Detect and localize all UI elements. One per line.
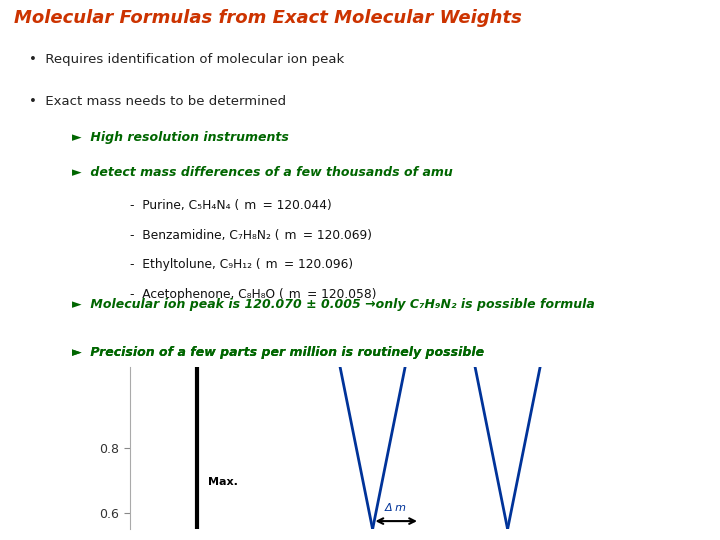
Text: -  Benzamidine, C₇H₈N₂ (  m  = 120.069): - Benzamidine, C₇H₈N₂ ( m = 120.069): [130, 229, 372, 242]
Text: -  Ethyltolune, C₉H₁₂ (  m  = 120.096): - Ethyltolune, C₉H₁₂ ( m = 120.096): [130, 258, 353, 272]
Text: ►  Precision of a few parts per million is routinely possible: ► Precision of a few parts per million i…: [72, 347, 484, 360]
Text: ►  Molecular ion peak is 120.070 ± 0.005 →only C₇H₉N₂ is possible formula: ► Molecular ion peak is 120.070 ± 0.005 …: [72, 298, 595, 311]
Text: •  Requires identification of molecular ion peak: • Requires identification of molecular i…: [29, 53, 344, 66]
Text: Δ m: Δ m: [384, 503, 407, 514]
Text: ►  High resolution instruments: ► High resolution instruments: [72, 131, 289, 144]
Text: •  Exact mass needs to be determined: • Exact mass needs to be determined: [29, 95, 286, 108]
Text: ►  Precision of a few parts per million is routinely possible: ► Precision of a few parts per million i…: [72, 347, 484, 360]
Text: -  Purine, C₅H₄N₄ (  m  = 120.044): - Purine, C₅H₄N₄ ( m = 120.044): [130, 199, 331, 212]
Text: Molecular Formulas from Exact Molecular Weights: Molecular Formulas from Exact Molecular …: [14, 9, 522, 27]
Text: Max.: Max.: [208, 477, 238, 487]
Text: ►  detect mass differences of a few thousands of amu: ► detect mass differences of a few thous…: [72, 166, 453, 179]
Text: -  Acetophenone, C₈H₈O (  m  = 120.058): - Acetophenone, C₈H₈O ( m = 120.058): [130, 288, 376, 301]
